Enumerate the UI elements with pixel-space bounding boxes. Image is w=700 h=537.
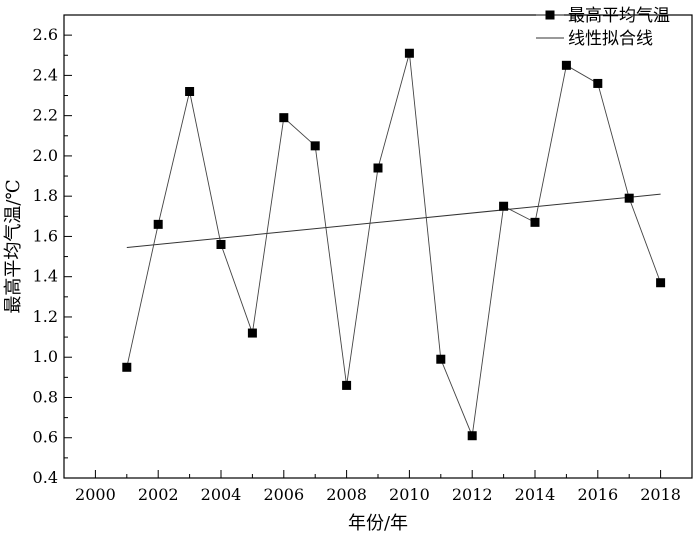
data-point-marker bbox=[499, 201, 509, 211]
data-point-marker bbox=[561, 60, 571, 70]
x-tick-label: 2016 bbox=[577, 485, 618, 504]
data-point-marker bbox=[279, 113, 289, 123]
y-tick-label: 1.0 bbox=[33, 347, 58, 366]
data-point-marker bbox=[310, 141, 320, 151]
data-point-marker bbox=[342, 380, 352, 390]
y-tick-label: 1.6 bbox=[33, 226, 58, 245]
data-point-marker bbox=[656, 278, 666, 288]
data-point-marker bbox=[436, 354, 446, 364]
data-point-marker bbox=[467, 431, 477, 441]
y-axis-ticks: 0.4 0.6 0.8 1.0 1.2 1.4 1.6 1.8 2.0 2.2 2.4 2.6 bbox=[33, 25, 72, 487]
y-tick-label: 2.2 bbox=[33, 106, 58, 125]
data-point-marker bbox=[373, 163, 383, 173]
data-point-marker bbox=[185, 86, 195, 96]
data-point-marker bbox=[624, 193, 634, 203]
x-tick-label: 2004 bbox=[201, 485, 242, 504]
y-tick-label: 1.8 bbox=[33, 186, 58, 205]
y-tick-label: 2.0 bbox=[33, 146, 58, 165]
data-point-marker bbox=[404, 48, 414, 58]
x-tick-label: 2006 bbox=[263, 485, 304, 504]
x-tick-label: 2014 bbox=[515, 485, 556, 504]
x-tick-label: 2012 bbox=[452, 485, 493, 504]
data-point-marker bbox=[153, 219, 163, 229]
x-tick-label: 2018 bbox=[640, 485, 681, 504]
legend-label: 线性拟合线 bbox=[568, 29, 653, 49]
x-tick-label: 2010 bbox=[389, 485, 430, 504]
y-tick-label: 2.6 bbox=[33, 25, 58, 44]
y-tick-label: 0.6 bbox=[33, 428, 58, 447]
fit-line bbox=[126, 193, 661, 249]
data-point-marker bbox=[530, 217, 540, 227]
y-tick-label: 1.2 bbox=[33, 307, 58, 326]
x-tick-label: 2008 bbox=[326, 485, 367, 504]
y-axis-title: 最高平均气温/℃ bbox=[3, 179, 24, 313]
legend-marker-sample bbox=[545, 10, 555, 20]
data-point-marker bbox=[122, 362, 132, 372]
y-tick-label: 0.8 bbox=[33, 387, 58, 406]
series-layer bbox=[122, 48, 666, 441]
x-tick-label: 2000 bbox=[75, 485, 116, 504]
y-tick-label: 2.4 bbox=[33, 65, 58, 84]
y-tick-label: 0.4 bbox=[33, 468, 58, 487]
temperature-line bbox=[126, 53, 662, 438]
data-point-marker bbox=[247, 328, 257, 338]
x-tick-label: 2002 bbox=[138, 485, 179, 504]
y-tick-label: 1.4 bbox=[33, 267, 58, 286]
data-point-marker bbox=[593, 78, 603, 88]
legend-label: 最高平均气温 bbox=[568, 6, 670, 26]
x-axis-title: 年份/年 bbox=[348, 513, 408, 534]
x-axis-ticks: 2000 2002 2004 2006 2008 2010 2012 2014 2016 2018 bbox=[75, 470, 681, 504]
data-point-marker bbox=[216, 239, 226, 249]
